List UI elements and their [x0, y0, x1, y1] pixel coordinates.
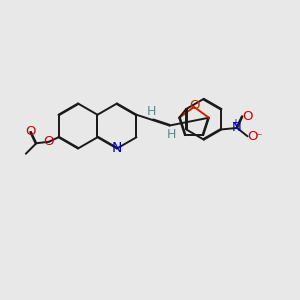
- Text: H: H: [146, 105, 156, 118]
- Text: O: O: [242, 110, 253, 123]
- Text: H: H: [167, 128, 176, 141]
- Text: +: +: [231, 118, 239, 128]
- Text: N: N: [232, 122, 242, 134]
- Text: O: O: [247, 130, 258, 143]
- Text: O: O: [44, 135, 54, 148]
- Text: O: O: [26, 125, 36, 138]
- Text: N: N: [112, 142, 122, 155]
- Text: ⁻: ⁻: [255, 131, 261, 144]
- Text: O: O: [189, 99, 199, 112]
